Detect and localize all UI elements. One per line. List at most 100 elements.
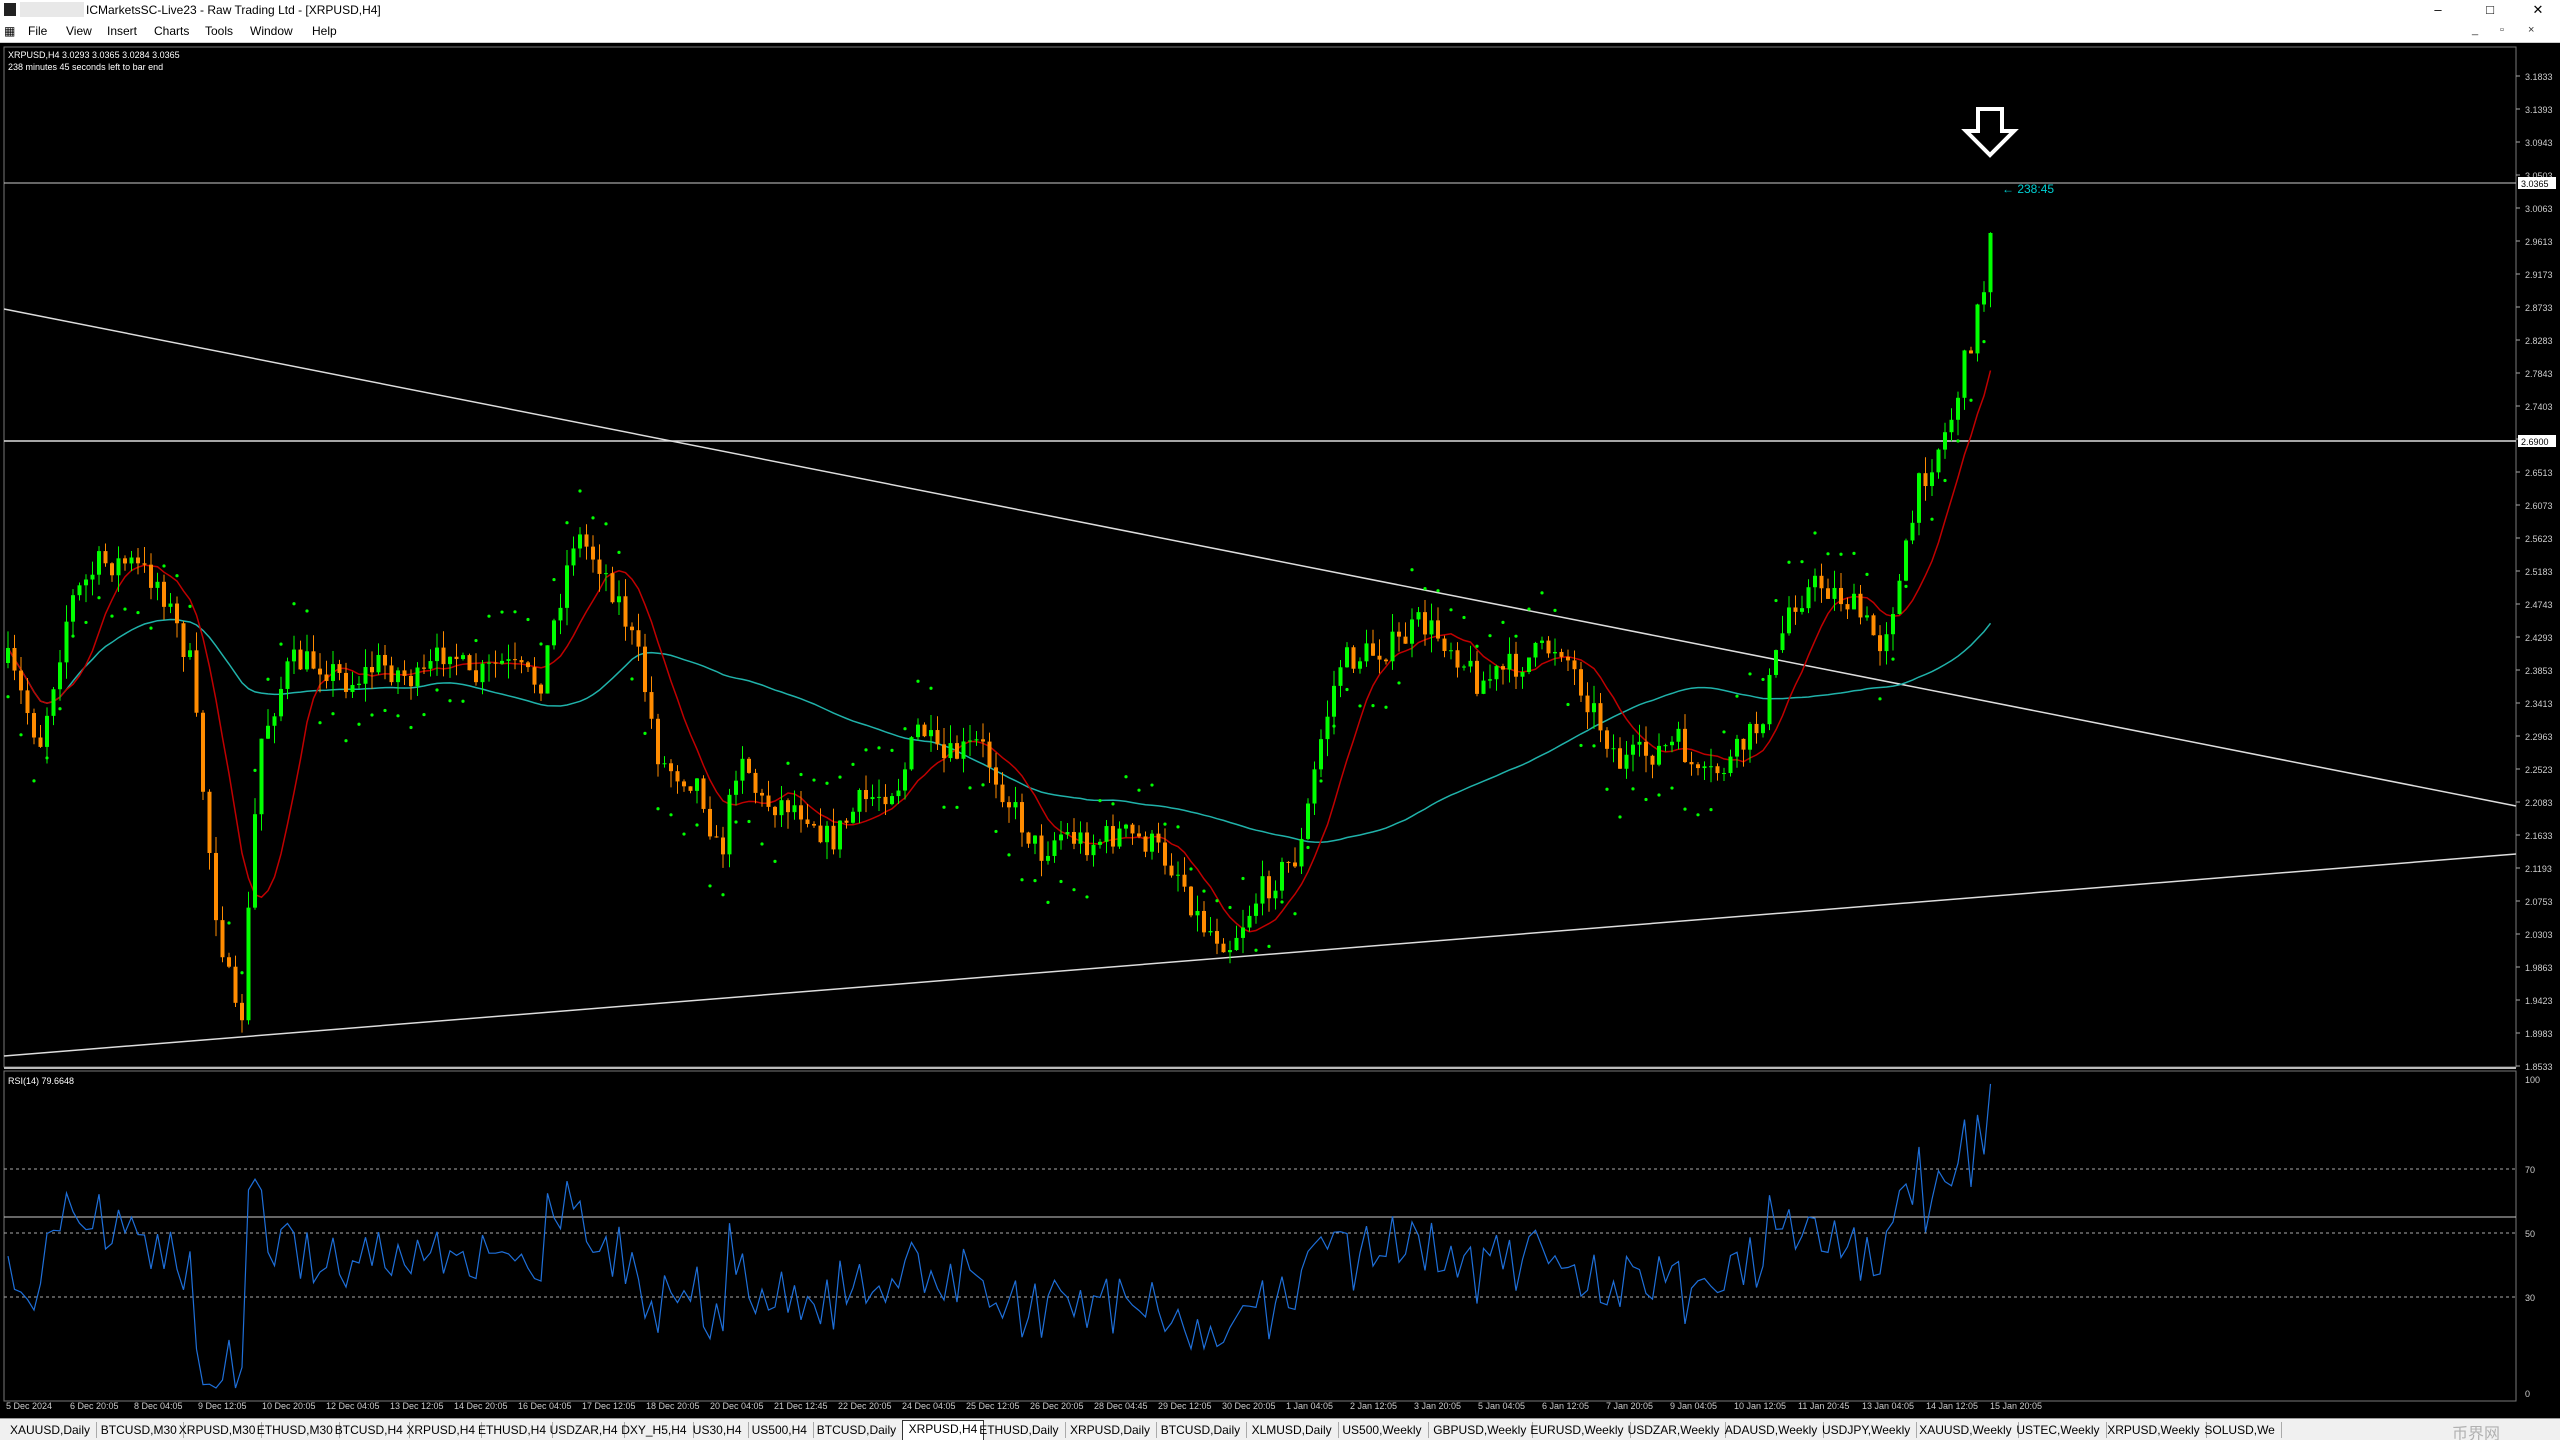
candle-body (1150, 833, 1154, 852)
child-minimize-button[interactable]: _ (2472, 24, 2479, 36)
menu-file[interactable]: File (28, 24, 48, 38)
menu-charts[interactable]: Charts (154, 24, 190, 38)
chart-tab[interactable]: XRPUSD,H4 (400, 1422, 483, 1438)
sar-dot (266, 677, 270, 681)
time-axis-label: 17 Dec 12:05 (582, 1401, 636, 1411)
candle-body (916, 724, 920, 738)
chart-tab[interactable]: XRPUSD,M30 (173, 1422, 263, 1438)
time-axis-label: 1 Jan 04:05 (1286, 1401, 1333, 1411)
candle-body (1436, 620, 1440, 639)
chart-tab[interactable]: ETHUSD,M30 (251, 1422, 340, 1438)
candle-body (513, 659, 517, 661)
sar-dot (1228, 905, 1232, 910)
rsi-panel-border (3, 1070, 2517, 1402)
sar-dot (1774, 598, 1778, 603)
chart-tab[interactable]: BTCUSD,M30 (95, 1422, 184, 1438)
sar-dot (1436, 589, 1440, 593)
chart-icon[interactable]: ▦ (4, 24, 16, 38)
chart-tab[interactable]: USTEC,Weekly (2010, 1422, 2107, 1438)
price-axis-label: 3.0063 (2525, 204, 2553, 214)
price-axis-label: 2.8283 (2525, 336, 2553, 346)
candle-body (1039, 835, 1044, 861)
chart-tab[interactable]: BTCUSD,Daily (811, 1422, 904, 1438)
candle-body (331, 664, 335, 681)
child-close-button[interactable]: × (2528, 24, 2535, 36)
candle-body (545, 645, 550, 694)
price-axis-label: 1.9423 (2525, 996, 2553, 1006)
candle-body (396, 670, 400, 683)
candle-body (45, 715, 49, 747)
sar-dot (981, 783, 985, 787)
sar-dot (1267, 944, 1271, 948)
time-axis-label: 12 Dec 04:05 (326, 1401, 380, 1411)
menu-window[interactable]: Window (250, 24, 293, 38)
candle-body (851, 811, 855, 823)
candle-body (909, 737, 914, 770)
candle-body (1312, 769, 1317, 804)
candle-body (1839, 587, 1843, 605)
close-button[interactable]: ✕ (2532, 2, 2544, 17)
maximize-button[interactable]: □ (2486, 2, 2494, 17)
chart-tab[interactable]: USDJPY,Weekly (1816, 1422, 1918, 1438)
chart-tab[interactable]: BTCUSD,Daily (1155, 1422, 1248, 1438)
chart-tab[interactable]: XAUUSD,Daily (4, 1422, 98, 1438)
menu-help[interactable]: Help (312, 24, 337, 38)
chart-tab[interactable]: US500,H4 (746, 1422, 814, 1438)
sar-dot (97, 596, 101, 600)
chart-tab[interactable]: SOLUSD,We (2198, 1422, 2282, 1438)
chart-tab[interactable]: XRPUSD,Daily (1064, 1422, 1158, 1438)
chart-tab[interactable]: USDZAR,Weekly (1622, 1422, 1727, 1438)
candle-body (1046, 855, 1050, 861)
candle-body (1884, 634, 1889, 652)
candle-body (19, 670, 23, 691)
candle-body (207, 791, 212, 853)
chart-area[interactable]: ← 238:45 XRPUSD,H4 3.0293 3.0365 3.0284 … (0, 43, 2560, 1418)
candle-body (103, 551, 108, 564)
chart-tab[interactable]: BTCUSD,H4 (329, 1422, 410, 1438)
chart-tab[interactable]: GBPUSD,Weekly (1427, 1422, 1534, 1438)
candle-body (12, 648, 17, 671)
candle-body (227, 957, 231, 967)
candle-body (422, 667, 426, 669)
menu-insert[interactable]: Insert (107, 24, 138, 38)
candle-body (1910, 522, 1915, 541)
candle-body (1319, 739, 1323, 770)
chart-tab[interactable]: EURUSD,Weekly (1524, 1422, 1631, 1438)
chart-tab[interactable]: XLMUSD,Daily (1246, 1422, 1339, 1438)
time-axis-label: 7 Jan 20:05 (1606, 1401, 1653, 1411)
chart-tab[interactable]: DXY_H5,H4 (615, 1422, 694, 1438)
candle-body (1819, 575, 1824, 589)
time-axis-label: 26 Dec 20:05 (1030, 1401, 1084, 1411)
down-arrow-icon[interactable] (1961, 107, 2019, 158)
price-axis-label: 2.5183 (2525, 567, 2553, 577)
descending-trendline[interactable] (3, 308, 2517, 807)
chart-tab[interactable]: USDZAR,H4 (544, 1422, 625, 1438)
chart-tab[interactable]: US500,Weekly (1336, 1422, 1429, 1438)
candle-body (1176, 874, 1180, 876)
candle-body (948, 743, 953, 759)
candle-body (1702, 766, 1707, 769)
sar-dot (773, 859, 777, 863)
candle-body (792, 805, 797, 813)
sar-dot (1046, 900, 1050, 904)
candle-body (1709, 766, 1713, 768)
sar-dot (1124, 775, 1128, 779)
ascending-trendline[interactable] (3, 853, 2517, 1057)
chart-tab[interactable]: XRPUSD,Weekly (2101, 1422, 2207, 1438)
menu-tools[interactable]: Tools (205, 24, 234, 38)
chart-tab[interactable]: XAUUSD,Weekly (1913, 1422, 2019, 1438)
candle-body (1078, 832, 1083, 844)
sar-dot (1150, 783, 1154, 787)
candle-body (1696, 764, 1700, 769)
chart-tab[interactable]: XRPUSD,H4 (901, 1420, 985, 1440)
chart-tab[interactable]: US30,H4 (687, 1422, 749, 1438)
chart-tab[interactable]: ETHUSD,H4 (472, 1422, 554, 1438)
chart-tab[interactable]: ETHUSD,Daily (973, 1422, 1066, 1438)
time-axis-label: 6 Dec 20:05 (70, 1401, 119, 1411)
menu-view[interactable]: View (66, 24, 92, 38)
chart-tab[interactable]: ADAUSD,Weekly (1719, 1422, 1825, 1438)
minimize-button[interactable]: – (2434, 2, 2442, 17)
child-restore-button[interactable]: ▫ (2500, 24, 2504, 36)
candle-body (1969, 350, 1973, 354)
candle-body (1676, 728, 1681, 742)
